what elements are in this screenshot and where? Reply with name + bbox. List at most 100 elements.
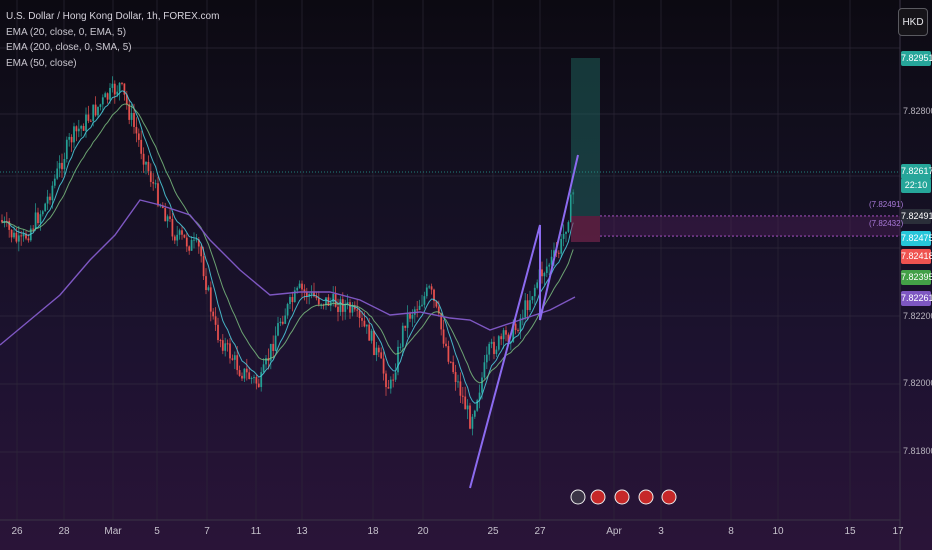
- candle-body: [185, 237, 188, 247]
- candle-body: [73, 126, 75, 143]
- candle-body: [255, 377, 258, 384]
- indicator-ema-20[interactable]: EMA (20, close, 0, EMA, 5): [6, 26, 127, 38]
- candle-body: [202, 256, 205, 277]
- x-tick-label: 13: [296, 526, 308, 537]
- candle-body: [65, 139, 68, 160]
- chart-legend: U.S. Dollar / Hong Kong Dollar, 1h, FORE…: [6, 9, 219, 71]
- candle-body: [478, 392, 481, 401]
- x-tick-label: 11: [250, 526, 262, 537]
- candle-body: [440, 313, 443, 330]
- candle-body: [454, 372, 457, 382]
- candle-body: [58, 162, 61, 169]
- candle-body: [99, 104, 102, 107]
- candle-body: [13, 232, 15, 238]
- candle-body: [476, 400, 479, 411]
- entry-band: [600, 216, 900, 236]
- candle-body: [437, 306, 440, 314]
- candle-body: [157, 183, 159, 206]
- price-tag-entry: 7.82491: [901, 209, 932, 224]
- candle-body: [337, 306, 339, 312]
- candle-body: [382, 358, 385, 374]
- candle-body: [32, 228, 35, 230]
- candle-body: [17, 235, 20, 242]
- candle-body: [135, 126, 138, 134]
- candle-body: [178, 230, 181, 235]
- candle-body: [519, 318, 522, 331]
- candle-body: [46, 196, 49, 204]
- candle-body: [1, 220, 3, 223]
- currency-button[interactable]: HKD: [898, 8, 928, 36]
- candle-body: [553, 250, 555, 257]
- x-tick-label: 7: [204, 526, 210, 537]
- x-tick-label: 18: [367, 526, 379, 537]
- candle-body: [116, 91, 119, 95]
- candle-body: [524, 300, 527, 318]
- candle-body: [164, 208, 167, 222]
- candle-body: [387, 387, 390, 389]
- candle-body: [92, 104, 95, 121]
- candle-body: [248, 372, 251, 379]
- candle-body: [281, 321, 284, 324]
- candle-body: [512, 323, 515, 342]
- candle-body: [97, 106, 99, 116]
- candle-body: [53, 178, 56, 186]
- x-tick-label: 20: [417, 526, 429, 537]
- candle-body: [152, 181, 155, 184]
- candle-body: [430, 286, 433, 290]
- candle-body: [214, 316, 217, 325]
- candle-body: [373, 330, 375, 355]
- y-tick-label: 7.81800: [903, 446, 932, 456]
- candle-body: [94, 104, 97, 116]
- x-tick-label: 15: [844, 526, 856, 537]
- candle-body: [109, 87, 111, 100]
- candle-body: [257, 383, 260, 387]
- y-tick-label: 7.82800: [903, 106, 932, 116]
- candle-body: [229, 343, 231, 359]
- candle-body: [279, 321, 282, 324]
- candle-body: [526, 300, 529, 311]
- candle-body: [490, 341, 493, 344]
- candle-body: [61, 162, 63, 170]
- candle-body: [325, 297, 327, 306]
- candle-body: [533, 287, 536, 297]
- candle-body: [428, 286, 431, 288]
- candle-body: [557, 252, 560, 254]
- candle-body: [193, 239, 195, 241]
- x-tick-label: 5: [154, 526, 160, 537]
- candle-body: [433, 289, 435, 302]
- candle-body: [113, 83, 116, 95]
- candle-body: [502, 330, 505, 340]
- price-tag-target: 7.82951: [901, 51, 932, 66]
- candle-body: [262, 364, 265, 373]
- candle-body: [85, 114, 87, 131]
- indicator-ema-50[interactable]: EMA (50, close): [6, 57, 77, 69]
- candle-body: [274, 335, 277, 352]
- candle-body: [313, 291, 315, 297]
- candle-body: [469, 405, 471, 429]
- entry-annotation: (7.82491): [869, 200, 904, 209]
- candle-body: [572, 192, 575, 195]
- x-tick-label: Apr: [606, 526, 622, 537]
- price-tag-countdown: 22:10: [901, 178, 931, 193]
- candle-body: [485, 354, 488, 363]
- candle-body: [550, 256, 553, 265]
- candle-body: [365, 324, 368, 327]
- candle-body: [445, 343, 447, 347]
- candle-body: [560, 238, 563, 254]
- candle-body: [531, 296, 534, 301]
- candle-body: [10, 229, 13, 238]
- candle-body: [349, 302, 351, 313]
- candle-body: [253, 377, 255, 379]
- candle-body: [51, 185, 54, 201]
- candle-body: [260, 372, 263, 387]
- candle-body: [416, 309, 419, 311]
- candle-body: [389, 379, 392, 389]
- candle-body: [346, 302, 349, 304]
- candle-body: [363, 320, 366, 327]
- candle-body: [68, 136, 71, 140]
- candle-body: [488, 343, 491, 355]
- candle-body: [461, 395, 464, 397]
- candle-body: [224, 343, 227, 351]
- indicator-ema-200[interactable]: EMA (200, close, 0, SMA, 5): [6, 42, 132, 53]
